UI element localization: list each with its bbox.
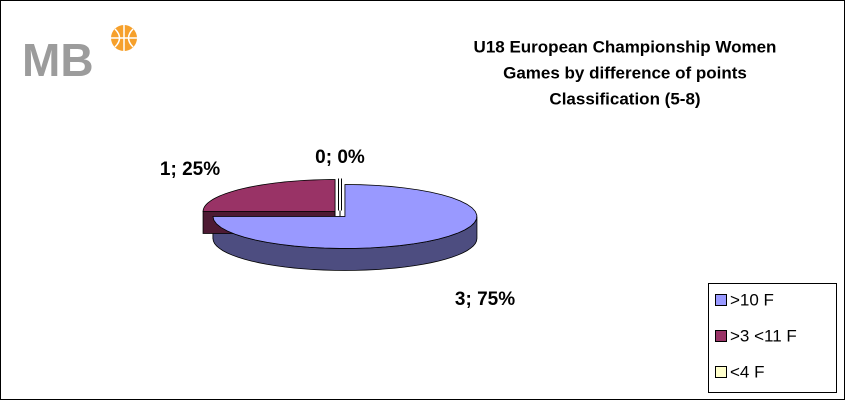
logo-ball-lines: [111, 25, 137, 51]
legend-label: <4 F: [730, 362, 765, 381]
chart-title: U18 European Championship Women: [474, 37, 777, 56]
legend-label: >10 F: [730, 290, 774, 309]
slice: [212, 184, 478, 249]
slice: [202, 179, 336, 212]
legend-swatch: [715, 294, 727, 306]
data-label: 0; 0%: [315, 147, 365, 168]
chart-title: Classification (5-8): [549, 89, 700, 108]
legend-box: [708, 283, 837, 393]
data-label: 1; 25%: [160, 159, 220, 180]
logo: MB: [22, 34, 94, 86]
legend-label: >3 <11 F: [730, 326, 797, 345]
data-label: 3; 75%: [455, 289, 515, 310]
chart-title: Games by difference of points: [503, 63, 747, 82]
legend-swatch: [715, 330, 727, 342]
legend-swatch: [715, 366, 727, 378]
